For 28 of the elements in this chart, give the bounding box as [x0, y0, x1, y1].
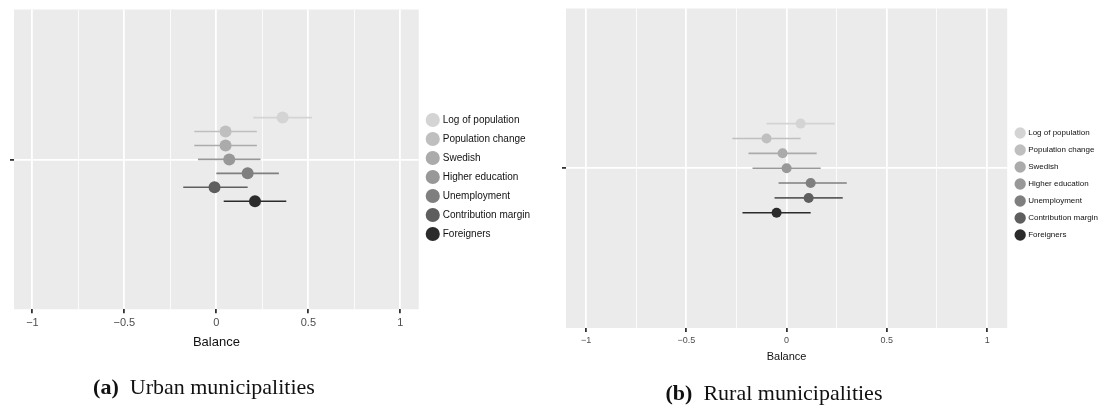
legend-label: Contribution margin — [442, 208, 530, 220]
legend-label: Foreigners — [442, 227, 491, 239]
x-tick-label: −0.5 — [677, 334, 696, 345]
text: (b) Rural municipalities — [665, 380, 883, 406]
x-tick-label: 0.5 — [880, 334, 894, 345]
legend-label: Swedish — [442, 151, 481, 163]
x-tick-label: 1 — [397, 315, 404, 328]
x-tick-label: −1 — [580, 334, 592, 345]
legend-label: Population change — [1028, 145, 1096, 155]
x-tick-label: 0 — [784, 334, 790, 345]
x-axis-title: Balance — [766, 350, 807, 363]
x-tick-label: −1 — [26, 315, 39, 328]
x-tick-label: 1 — [984, 334, 990, 345]
x-tick-label: 0 — [213, 315, 220, 328]
legend-label: Swedish — [1028, 162, 1059, 172]
legend-label: Log of population — [442, 113, 520, 125]
x-axis-title: Balance — [192, 333, 240, 349]
legend-label: Unemployment — [442, 189, 511, 201]
legend-label: Log of population — [1028, 128, 1090, 138]
x-tick-label: 0.5 — [300, 315, 316, 328]
legend-label: Foreigners — [1028, 230, 1067, 240]
legend-label: Higher education — [1028, 179, 1089, 189]
legend-label: Higher education — [442, 170, 519, 182]
legend-label: Unemployment — [1028, 196, 1083, 206]
text: (a) Urban municipalities — [93, 374, 315, 400]
legend-label: Contribution margin — [1028, 213, 1098, 223]
x-tick-label: −0.5 — [113, 315, 136, 328]
legend-label: Population change — [442, 132, 527, 144]
